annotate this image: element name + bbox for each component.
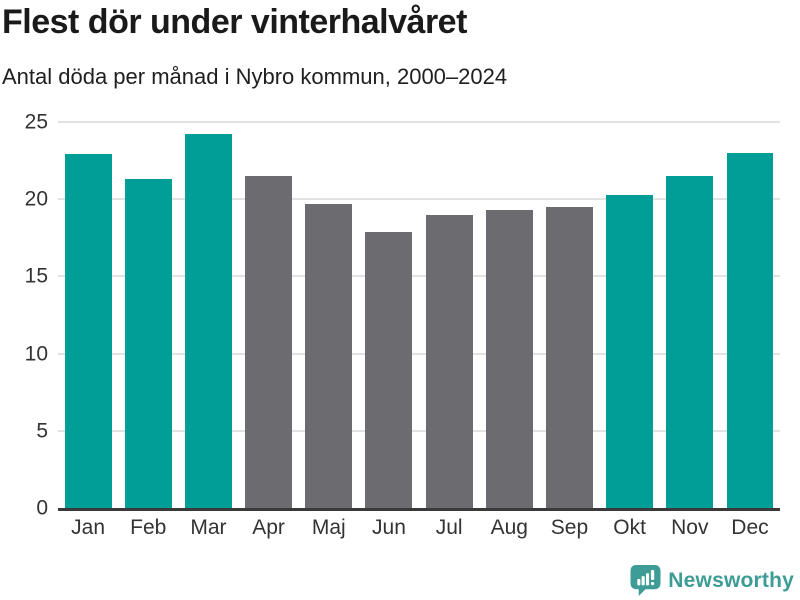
x-tick-label-dec: Dec bbox=[731, 516, 769, 539]
gridline-10 bbox=[58, 352, 780, 355]
bar-band-nov bbox=[660, 122, 720, 508]
gridline-5 bbox=[58, 429, 780, 432]
gridline-20 bbox=[58, 198, 780, 201]
chart-subtitle: Antal döda per månad i Nybro kommun, 200… bbox=[2, 64, 508, 89]
x-tick-label-jan: Jan bbox=[71, 516, 106, 539]
x-tick-label-mar: Mar bbox=[190, 516, 227, 539]
y-tick-label-25: 25 bbox=[24, 110, 48, 134]
chart-title: Flest dör under vinterhalvåret bbox=[2, 3, 467, 41]
x-tick-label-okt: Okt bbox=[613, 516, 646, 539]
x-tick-label-jun: Jun bbox=[372, 516, 406, 539]
x-tick-label-apr: Apr bbox=[252, 516, 285, 539]
bar-band-mar bbox=[178, 122, 238, 508]
gridline-15 bbox=[58, 275, 780, 278]
bar-jul bbox=[425, 214, 473, 508]
bar-dec bbox=[726, 152, 774, 508]
bar-okt bbox=[606, 194, 654, 508]
y-tick-label-10: 10 bbox=[24, 342, 48, 366]
x-axis: Jan Feb Mar Apr Maj Jun Jul Aug Sep Okt Nov Dec bbox=[58, 516, 780, 540]
y-tick-label-20: 20 bbox=[24, 187, 48, 211]
bar-sep bbox=[546, 206, 593, 508]
x-tick-label-sep: Sep bbox=[550, 516, 589, 539]
newsworthy-logo: Newsworthy bbox=[630, 564, 794, 597]
newsworthy-logo-icon bbox=[630, 565, 661, 596]
bar-band-aug bbox=[479, 122, 539, 508]
bar-band-okt bbox=[600, 122, 660, 508]
bar-apr bbox=[245, 176, 293, 508]
bar-series bbox=[58, 122, 780, 508]
newsworthy-logo-text: Newsworthy bbox=[668, 568, 794, 592]
bar-mar bbox=[184, 134, 232, 508]
bar-band-jul bbox=[419, 122, 479, 508]
bar-band-jan bbox=[58, 122, 118, 508]
y-tick-label-0: 0 bbox=[36, 496, 48, 520]
bar-feb bbox=[124, 179, 172, 508]
bar-band-maj bbox=[299, 122, 359, 508]
bar-band-sep bbox=[539, 122, 599, 508]
bar-band-dec bbox=[720, 122, 780, 508]
bar-aug bbox=[485, 210, 533, 508]
y-tick-label-15: 15 bbox=[24, 264, 48, 288]
bar-jan bbox=[64, 154, 112, 508]
bar-nov bbox=[666, 176, 714, 508]
bar-band-feb bbox=[118, 122, 178, 508]
x-tick-label-aug: Aug bbox=[490, 516, 528, 539]
x-tick-label-maj: Maj bbox=[311, 516, 346, 539]
x-tick-label-nov: Nov bbox=[671, 516, 709, 539]
bar-band-jun bbox=[359, 122, 419, 508]
x-tick-label-feb: Feb bbox=[130, 516, 167, 539]
plot-area bbox=[58, 121, 780, 511]
bar-jun bbox=[365, 231, 413, 508]
x-tick-label-jul: Jul bbox=[435, 516, 463, 539]
bar-band-apr bbox=[239, 122, 299, 508]
y-axis: 0 5 10 15 20 25 bbox=[0, 112, 48, 519]
gridline-25 bbox=[58, 121, 780, 123]
bar-maj bbox=[305, 203, 353, 508]
y-tick-label-5: 5 bbox=[36, 419, 48, 443]
